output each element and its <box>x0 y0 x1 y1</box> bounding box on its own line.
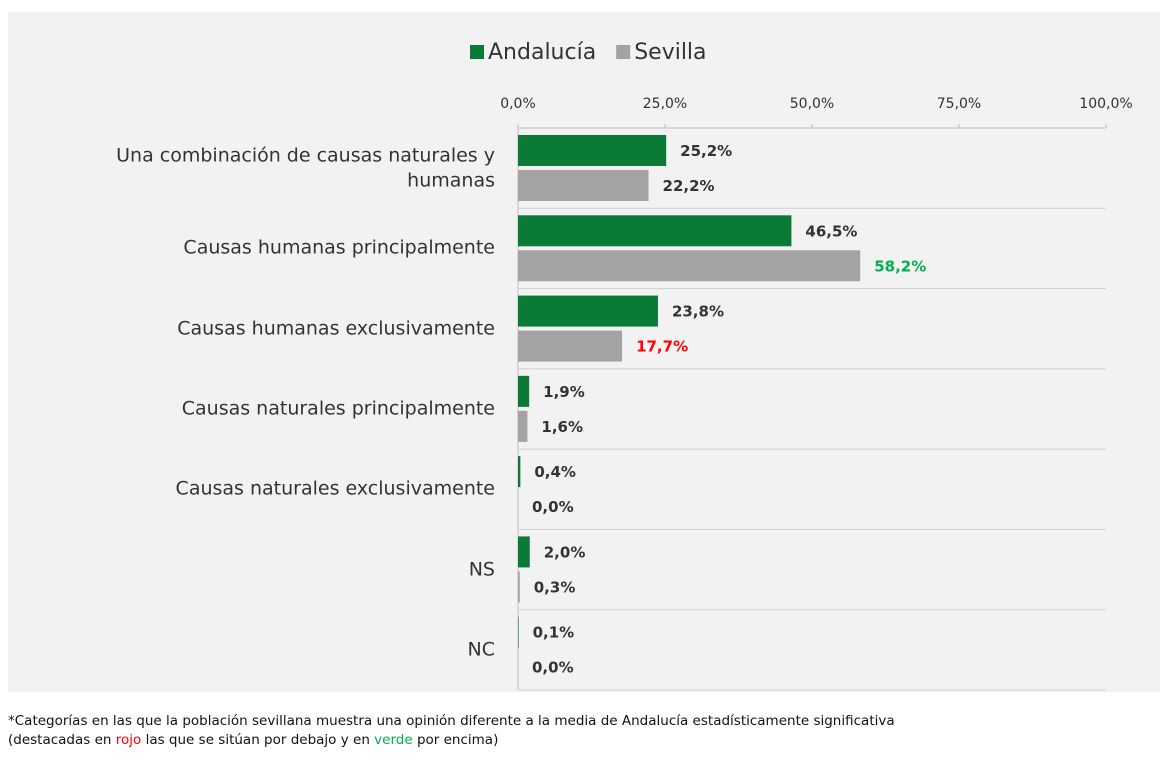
bar <box>518 375 530 407</box>
footnote-highlight: rojo <box>115 731 142 748</box>
value-label: 1,6% <box>541 418 583 436</box>
x-tick-label: 75,0% <box>937 96 981 112</box>
value-label: 0,3% <box>534 578 576 596</box>
footnote-text: (destacadas en <box>8 731 116 748</box>
legend-label: Sevilla <box>634 40 706 65</box>
value-label: 58,2% <box>874 257 926 275</box>
footnote-highlight: verde <box>374 731 413 748</box>
legend-swatch <box>616 45 631 59</box>
bar <box>518 135 667 166</box>
x-tick-label: 25,0% <box>643 96 687 112</box>
bar <box>518 330 623 362</box>
category-label: NS <box>468 558 495 581</box>
value-label: 2,0% <box>544 543 586 561</box>
value-label: 0,0% <box>532 659 574 677</box>
value-label: 25,2% <box>680 142 732 160</box>
footnote-text: por encima) <box>412 731 499 748</box>
value-label: 22,2% <box>663 177 715 195</box>
legend-swatch <box>470 45 484 59</box>
bar <box>518 456 521 488</box>
bar <box>518 250 861 282</box>
value-label: 23,8% <box>672 303 724 321</box>
legend-label: Andalucía <box>488 40 596 65</box>
x-tick-label: 100,0% <box>1079 96 1132 112</box>
bar <box>518 616 519 648</box>
category-label: NC <box>467 638 495 661</box>
category-label: Causas naturales principalmente <box>181 397 495 420</box>
value-label: 0,1% <box>533 624 575 642</box>
value-label: 17,7% <box>636 338 688 356</box>
category-label: Causas humanas principalmente <box>183 237 495 260</box>
category-label: Una combinación de causas naturales y hu… <box>116 144 495 192</box>
footnote-text: las que se sitúan por debajo y en <box>141 731 375 748</box>
value-label: 0,0% <box>532 498 574 516</box>
bar <box>518 215 792 247</box>
x-tick-label: 50,0% <box>790 96 834 112</box>
value-label: 46,5% <box>805 222 857 240</box>
x-tick-label: 0,0% <box>500 96 536 112</box>
footnote: *Categorías en las que la población sevi… <box>8 712 895 750</box>
bar <box>518 571 520 603</box>
bar <box>518 295 658 327</box>
category-label: Causas naturales exclusivamente <box>175 477 495 500</box>
bar <box>518 170 649 201</box>
value-label: 0,4% <box>534 463 576 481</box>
bar <box>518 410 528 442</box>
footnote-text: *Categorías en las que la población sevi… <box>8 713 895 729</box>
category-label: Causas humanas exclusivamente <box>177 317 495 340</box>
bar <box>518 536 530 568</box>
value-label: 1,9% <box>543 383 585 401</box>
